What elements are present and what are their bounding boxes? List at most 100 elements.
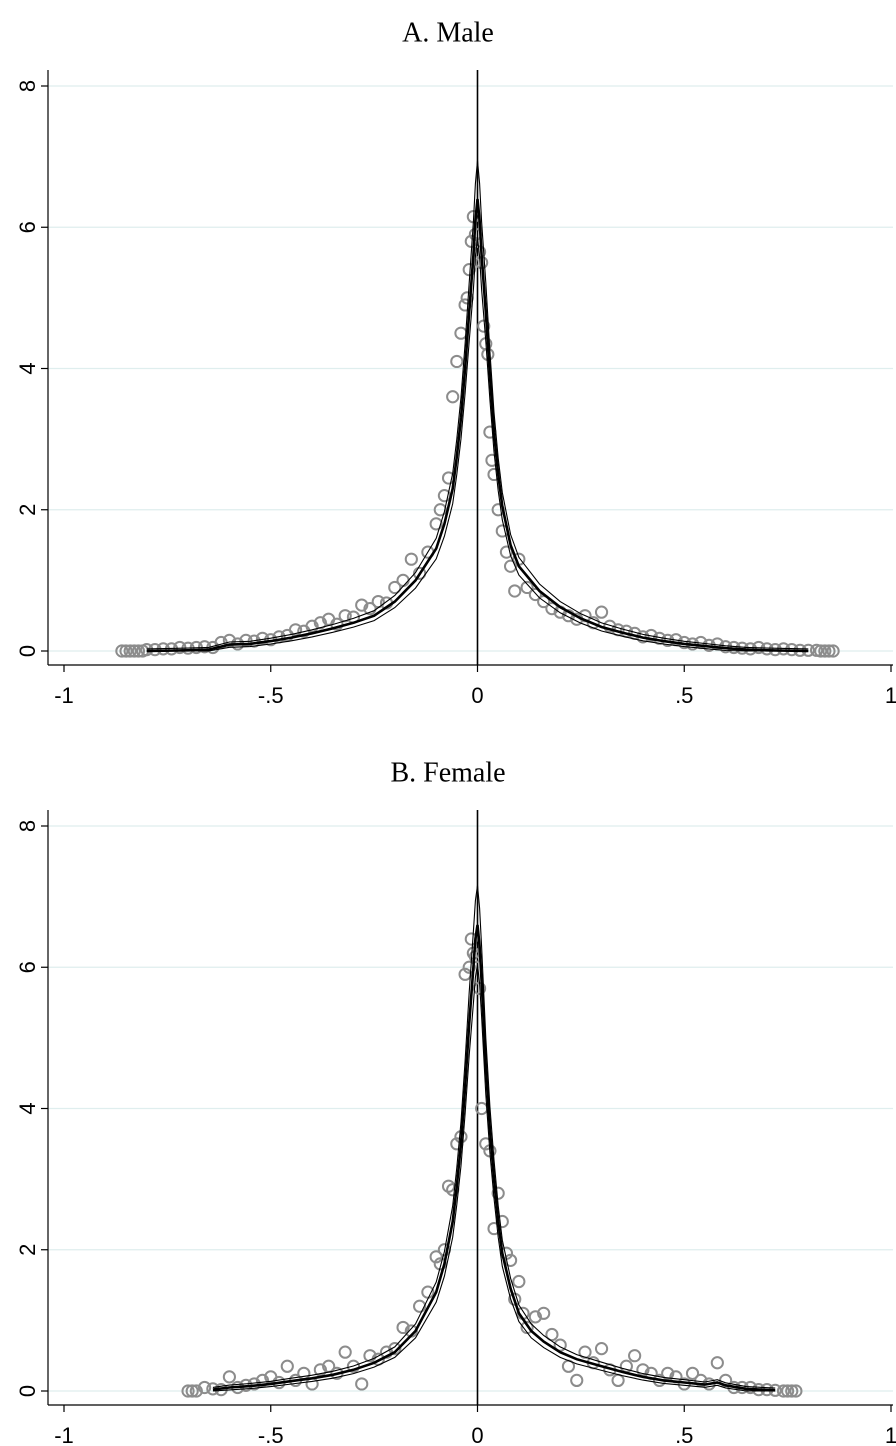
scatter-point bbox=[661, 1366, 675, 1380]
scatter-point bbox=[355, 1377, 369, 1391]
x-tick-label: 1 bbox=[885, 683, 896, 708]
scatter-point bbox=[464, 932, 478, 946]
scatter-point bbox=[197, 1380, 212, 1395]
confidence-band-lower bbox=[212, 964, 776, 1392]
scatter-point bbox=[305, 619, 319, 633]
scatter-point bbox=[280, 1359, 294, 1373]
panel-male: A. Male 0 2 4 6 8 -1 -.5 0 .5 1 bbox=[15, 17, 896, 707]
chart-title: A. Male bbox=[402, 17, 494, 48]
scatter-point bbox=[131, 644, 146, 658]
scatter-point bbox=[537, 1306, 551, 1320]
scatter-point bbox=[388, 1342, 402, 1356]
chart-title: B. Female bbox=[390, 757, 505, 788]
scatter-point bbox=[450, 354, 464, 369]
scatter-point bbox=[313, 1363, 327, 1377]
scatter-point bbox=[404, 552, 418, 566]
scatter-point bbox=[119, 644, 133, 658]
scatter-point bbox=[355, 598, 369, 612]
scatter-point bbox=[123, 644, 137, 658]
y-tick-label: 2 bbox=[15, 1244, 40, 1256]
scatter-point bbox=[826, 644, 840, 658]
scatter-point bbox=[222, 1370, 236, 1384]
scatter-point bbox=[363, 1349, 377, 1363]
scatter-point bbox=[789, 1384, 803, 1398]
scatter-point bbox=[491, 1186, 505, 1200]
confidence-band-upper bbox=[146, 160, 809, 650]
scatter-point bbox=[503, 559, 518, 573]
scatter-point bbox=[818, 644, 832, 658]
x-tick-label: 1 bbox=[885, 1423, 896, 1446]
scatter-point bbox=[685, 1366, 700, 1380]
scatter-point bbox=[454, 326, 468, 340]
scatter-point bbox=[578, 1345, 592, 1359]
x-tick-label: 0 bbox=[471, 1423, 483, 1446]
scatter-point bbox=[413, 566, 427, 580]
scatter-point bbox=[785, 1384, 799, 1398]
scatter-point bbox=[594, 1342, 609, 1356]
x-tick-label: .5 bbox=[675, 1423, 693, 1446]
confidence-band-lower bbox=[146, 237, 809, 652]
scatter-point bbox=[520, 580, 534, 595]
scatter-point bbox=[462, 960, 476, 974]
scatter-point bbox=[508, 584, 522, 598]
scatter-point bbox=[822, 644, 836, 658]
scatter-point bbox=[363, 602, 377, 616]
scatter-point bbox=[173, 640, 187, 655]
x-tick-label: -1 bbox=[54, 1423, 74, 1446]
scatter-point bbox=[413, 1299, 427, 1313]
scatter-point bbox=[537, 594, 551, 609]
y-tick-label: 0 bbox=[15, 645, 40, 657]
scatter-point bbox=[528, 587, 542, 602]
scatter-point bbox=[611, 1373, 625, 1388]
scatter-point bbox=[776, 1384, 791, 1398]
scatter-point bbox=[446, 390, 460, 404]
x-tick-label: -.5 bbox=[258, 683, 284, 708]
scatter-point bbox=[115, 644, 129, 658]
scatter-point bbox=[628, 1349, 642, 1363]
confidence-band-upper bbox=[212, 885, 776, 1389]
scatter-point bbox=[429, 517, 443, 531]
scatter-point bbox=[388, 580, 402, 595]
scatter-point bbox=[528, 1310, 542, 1324]
y-tick-label: 8 bbox=[15, 80, 40, 92]
scatter-point bbox=[181, 1384, 195, 1398]
scatter-point bbox=[545, 602, 559, 616]
x-tick-label: -1 bbox=[54, 683, 74, 708]
scatter-point bbox=[239, 633, 253, 648]
scatter-point bbox=[594, 605, 609, 619]
y-tick-label: 2 bbox=[15, 504, 40, 516]
scatter-point bbox=[338, 1345, 352, 1359]
scatter-point bbox=[814, 644, 828, 658]
scatter-point bbox=[636, 1363, 650, 1377]
scatter-point bbox=[396, 573, 410, 587]
x-tick-label: 0 bbox=[471, 683, 483, 708]
panel-female: B. Female 0 2 4 6 8 -1 -.5 0 .5 1 bbox=[15, 757, 896, 1446]
y-tick-label: 6 bbox=[15, 221, 40, 233]
scatter-point bbox=[313, 616, 327, 630]
x-tick-label: -.5 bbox=[258, 1423, 284, 1446]
scatter-point bbox=[644, 628, 658, 643]
scatter-point bbox=[222, 633, 236, 648]
scatter-point bbox=[603, 619, 617, 633]
scatter-point bbox=[330, 617, 344, 631]
scatter-point bbox=[346, 1359, 361, 1373]
scatter-point bbox=[396, 1320, 410, 1335]
scatter-point bbox=[710, 1356, 724, 1370]
y-tick-label: 0 bbox=[15, 1385, 40, 1397]
fit-line bbox=[146, 198, 809, 653]
scatter-point bbox=[429, 1250, 443, 1264]
scatter-point bbox=[512, 1274, 526, 1289]
scatter-point bbox=[781, 1384, 795, 1398]
x-tick-label: .5 bbox=[675, 683, 693, 708]
y-tick-label: 6 bbox=[15, 961, 40, 973]
fit-line bbox=[212, 924, 776, 1392]
y-tick-label: 4 bbox=[15, 1102, 40, 1114]
scatter-point bbox=[433, 1257, 447, 1271]
scatter-point bbox=[140, 642, 154, 657]
scatter-point bbox=[189, 1384, 203, 1398]
scatter-point bbox=[545, 1327, 559, 1342]
y-tick-label: 4 bbox=[15, 362, 40, 374]
scatter-point bbox=[433, 503, 447, 517]
scatter-point bbox=[185, 1384, 199, 1398]
